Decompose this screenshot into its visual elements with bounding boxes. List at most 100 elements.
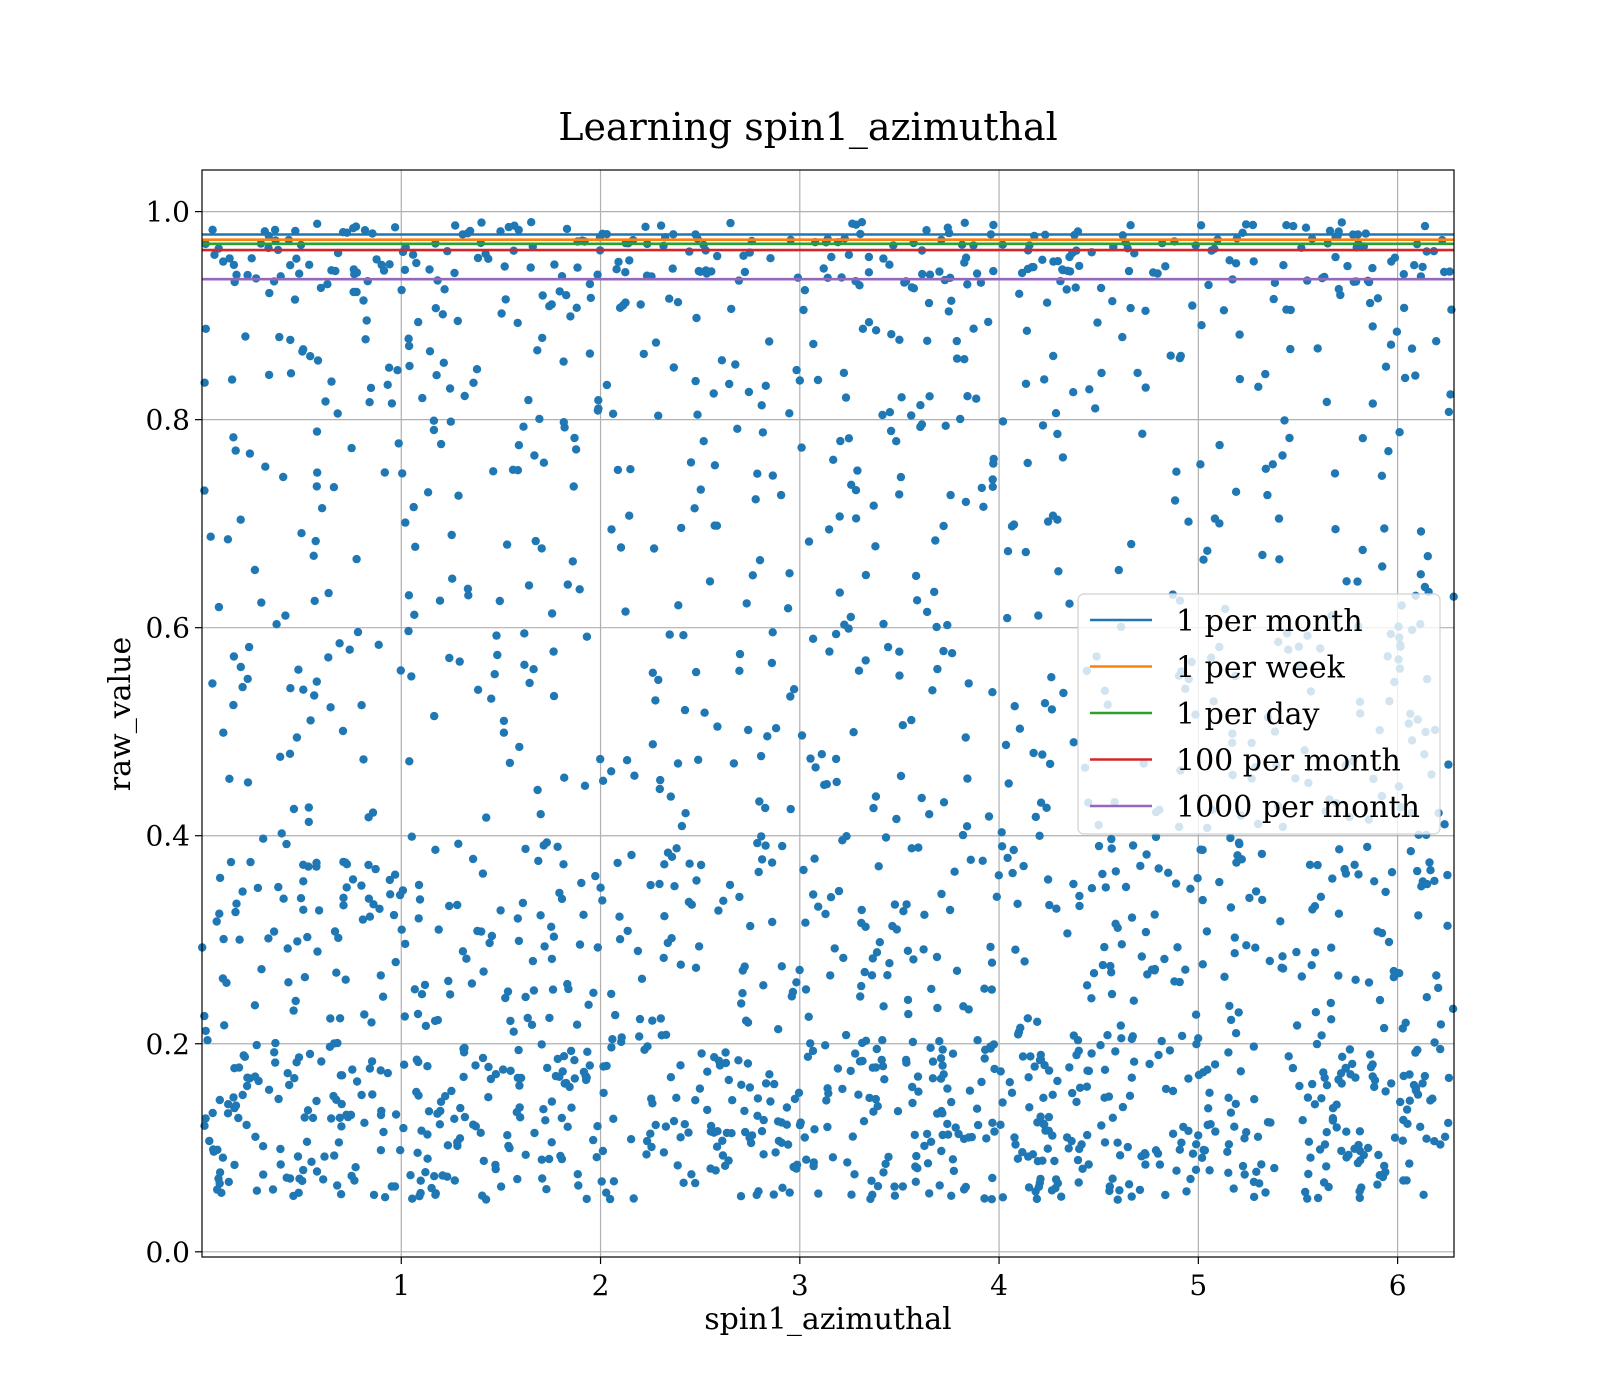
scatter-point bbox=[310, 596, 319, 606]
scatter-point bbox=[797, 443, 806, 452]
scatter-point bbox=[710, 521, 719, 530]
scatter-point bbox=[360, 1118, 369, 1128]
scatter-point bbox=[656, 1014, 665, 1023]
scatter-point bbox=[947, 296, 956, 305]
scatter-point bbox=[453, 900, 462, 910]
scatter-point bbox=[302, 1137, 312, 1147]
scatter-point bbox=[549, 647, 558, 656]
scatter-point bbox=[1351, 975, 1360, 984]
scatter-point bbox=[966, 855, 975, 864]
scatter-point bbox=[1097, 368, 1106, 378]
scatter-point bbox=[669, 1116, 679, 1126]
scatter-point bbox=[223, 1109, 233, 1118]
scatter-point bbox=[1230, 933, 1240, 942]
scatter-point bbox=[674, 601, 683, 610]
scatter-point bbox=[982, 1134, 991, 1143]
scatter-point bbox=[1242, 1128, 1251, 1137]
scatter-point bbox=[555, 287, 564, 296]
scatter-point bbox=[268, 1185, 278, 1194]
scatter-point bbox=[376, 1066, 385, 1075]
scatter-point bbox=[348, 1065, 357, 1074]
scatter-point bbox=[431, 845, 440, 854]
scatter-point bbox=[977, 483, 986, 493]
scatter-point bbox=[523, 1013, 532, 1023]
scatter-point bbox=[251, 1132, 260, 1142]
scatter-point bbox=[208, 225, 217, 234]
scatter-point bbox=[460, 1112, 470, 1122]
scatter-point bbox=[626, 465, 635, 474]
scatter-point bbox=[1378, 562, 1387, 571]
scatter-point bbox=[1386, 340, 1396, 349]
scatter-point bbox=[490, 670, 499, 679]
scatter-point bbox=[300, 1113, 309, 1122]
scatter-point bbox=[1166, 351, 1175, 360]
scatter-point bbox=[215, 1168, 225, 1177]
scatter-point bbox=[435, 1120, 445, 1129]
scatter-point bbox=[486, 1074, 496, 1084]
scatter-point bbox=[1334, 971, 1343, 980]
scatter-point bbox=[617, 1033, 626, 1042]
scatter-point bbox=[602, 1188, 611, 1197]
scatter-point bbox=[566, 1046, 576, 1056]
scatter-point bbox=[1355, 1193, 1365, 1203]
scatter-point bbox=[259, 1170, 268, 1179]
scatter-point bbox=[769, 1190, 778, 1199]
y-tick-label: 0.4 bbox=[145, 820, 190, 853]
scatter-point bbox=[651, 1120, 660, 1130]
scatter-point bbox=[1128, 841, 1138, 850]
scatter-point bbox=[939, 798, 949, 807]
scatter-point bbox=[996, 1120, 1005, 1130]
scatter-point bbox=[1336, 1069, 1346, 1078]
scatter-point bbox=[1210, 1060, 1220, 1069]
scatter-point bbox=[1233, 851, 1242, 860]
scatter-point bbox=[1108, 297, 1117, 306]
scatter-point bbox=[330, 1039, 339, 1048]
scatter-point bbox=[1127, 539, 1136, 549]
scatter-point bbox=[271, 1058, 280, 1067]
scatter-point bbox=[1284, 1052, 1293, 1061]
scatter-point bbox=[962, 822, 972, 831]
scatter-point bbox=[1172, 467, 1181, 476]
scatter-point bbox=[700, 708, 709, 717]
scatter-point bbox=[1103, 1031, 1112, 1040]
scatter-point bbox=[911, 1177, 920, 1187]
scatter-point bbox=[575, 940, 585, 949]
scatter-point bbox=[1418, 877, 1428, 886]
scatter-point bbox=[473, 253, 483, 263]
scatter-point bbox=[1215, 440, 1224, 450]
scatter-point bbox=[537, 1155, 546, 1164]
scatter-point bbox=[339, 901, 348, 910]
scatter-point bbox=[1322, 1128, 1331, 1137]
scatter-point bbox=[434, 925, 443, 934]
scatter-point bbox=[871, 542, 880, 551]
scatter-point bbox=[1328, 1104, 1338, 1113]
scatter-point bbox=[646, 880, 655, 890]
scatter-point bbox=[410, 985, 419, 994]
scatter-point bbox=[1219, 306, 1229, 315]
scatter-point bbox=[608, 1035, 617, 1044]
scatter-point bbox=[499, 716, 509, 726]
scatter-point bbox=[665, 630, 674, 639]
scatter-point bbox=[823, 273, 832, 282]
scatter-point bbox=[261, 462, 270, 471]
scatter-point bbox=[872, 948, 882, 957]
scatter-point bbox=[297, 529, 306, 538]
scatter-point bbox=[1365, 298, 1375, 308]
scatter-point bbox=[1380, 524, 1389, 533]
scatter-point bbox=[1310, 1100, 1320, 1109]
scatter-point bbox=[581, 1075, 591, 1085]
scatter-point bbox=[797, 731, 807, 740]
scatter-point bbox=[655, 784, 664, 794]
scatter-point bbox=[1411, 1048, 1420, 1057]
scatter-point bbox=[380, 468, 389, 477]
scatter-point bbox=[1384, 447, 1393, 456]
scatter-point bbox=[360, 1010, 369, 1019]
scatter-point bbox=[313, 356, 323, 365]
scatter-point bbox=[1236, 1067, 1246, 1076]
scatter-point bbox=[1373, 1180, 1382, 1189]
scatter-point bbox=[714, 906, 723, 915]
scatter-point bbox=[281, 611, 290, 620]
scatter-point bbox=[1034, 611, 1043, 620]
scatter-point bbox=[1062, 285, 1071, 294]
scatter-point bbox=[657, 1031, 666, 1040]
